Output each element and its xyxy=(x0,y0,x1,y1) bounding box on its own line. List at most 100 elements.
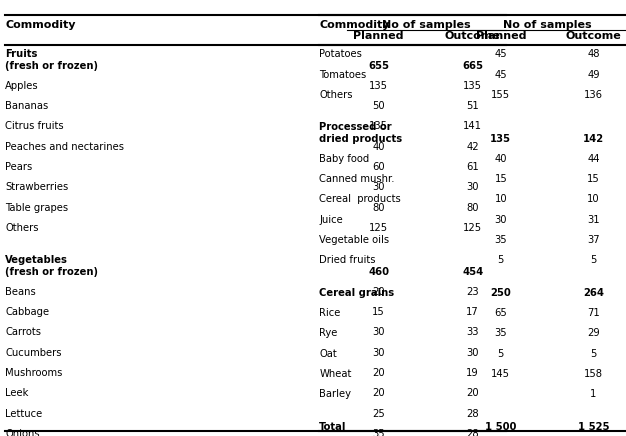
Text: Juice: Juice xyxy=(319,215,343,225)
Text: 5: 5 xyxy=(590,255,597,265)
Text: Outcome: Outcome xyxy=(444,31,501,41)
Text: 30: 30 xyxy=(372,347,385,358)
Text: 49: 49 xyxy=(587,69,600,79)
Text: 250: 250 xyxy=(490,288,511,298)
Text: 155: 155 xyxy=(491,90,510,100)
Text: 10: 10 xyxy=(587,194,600,204)
Text: 31: 31 xyxy=(587,215,600,225)
Text: 1 500: 1 500 xyxy=(485,422,516,432)
Text: 5: 5 xyxy=(590,348,597,358)
Text: 35: 35 xyxy=(495,328,507,338)
Text: dried products: dried products xyxy=(319,133,403,143)
Text: 80: 80 xyxy=(466,202,479,212)
Text: Peaches and nectarines: Peaches and nectarines xyxy=(5,142,124,152)
Text: Vegetables: Vegetables xyxy=(5,255,68,265)
Text: Commodity: Commodity xyxy=(5,20,76,31)
Text: 44: 44 xyxy=(587,154,600,164)
Text: 145: 145 xyxy=(491,369,510,379)
Text: 135: 135 xyxy=(369,81,388,91)
Text: 48: 48 xyxy=(587,49,600,59)
Text: 460: 460 xyxy=(368,266,389,276)
Text: 40: 40 xyxy=(495,154,507,164)
Text: No of samples: No of samples xyxy=(503,20,592,31)
Text: Outcome: Outcome xyxy=(565,31,622,41)
Text: 1: 1 xyxy=(590,389,597,399)
Text: Leek: Leek xyxy=(5,388,28,398)
Text: 125: 125 xyxy=(463,223,482,233)
Text: Fruits: Fruits xyxy=(5,49,38,59)
Text: Table grapes: Table grapes xyxy=(5,202,68,212)
Text: Commodity: Commodity xyxy=(319,20,390,31)
Text: Planned: Planned xyxy=(354,31,404,41)
Text: 20: 20 xyxy=(372,388,385,398)
Text: 125: 125 xyxy=(369,223,388,233)
Text: 71: 71 xyxy=(587,308,600,318)
Text: Strawberries: Strawberries xyxy=(5,182,68,192)
Text: 45: 45 xyxy=(495,69,507,79)
Text: 42: 42 xyxy=(466,142,479,152)
Text: 264: 264 xyxy=(583,288,604,298)
Text: 60: 60 xyxy=(372,162,385,172)
Text: 65: 65 xyxy=(495,308,507,318)
Text: 141: 141 xyxy=(463,121,482,131)
Text: Beans: Beans xyxy=(5,287,36,297)
Text: 5: 5 xyxy=(498,348,504,358)
Text: 25: 25 xyxy=(372,409,385,419)
Text: 135: 135 xyxy=(369,121,388,131)
Text: Planned: Planned xyxy=(476,31,526,41)
Text: Rice: Rice xyxy=(319,308,341,318)
Text: Apples: Apples xyxy=(5,81,39,91)
Text: Barley: Barley xyxy=(319,389,351,399)
Text: Potatoes: Potatoes xyxy=(319,49,362,59)
Text: Others: Others xyxy=(319,90,353,100)
Text: Baby food: Baby food xyxy=(319,154,369,164)
Text: 35: 35 xyxy=(372,429,385,436)
Text: Cucumbers: Cucumbers xyxy=(5,347,61,358)
Text: 30: 30 xyxy=(495,215,507,225)
Text: 15: 15 xyxy=(495,174,507,184)
Text: Cereal grains: Cereal grains xyxy=(319,288,394,298)
Text: No of samples: No of samples xyxy=(382,20,471,31)
Text: 33: 33 xyxy=(466,327,479,337)
Text: Others: Others xyxy=(5,223,39,233)
Text: (fresh or frozen): (fresh or frozen) xyxy=(5,266,98,276)
Text: 19: 19 xyxy=(466,368,479,378)
Text: Total: Total xyxy=(319,422,347,432)
Text: 142: 142 xyxy=(583,133,604,143)
Text: 51: 51 xyxy=(466,101,479,111)
Text: Mushrooms: Mushrooms xyxy=(5,368,63,378)
Text: 29: 29 xyxy=(587,328,600,338)
Text: 20: 20 xyxy=(372,287,385,297)
Text: 20: 20 xyxy=(372,368,385,378)
Text: Citrus fruits: Citrus fruits xyxy=(5,121,64,131)
Text: (fresh or frozen): (fresh or frozen) xyxy=(5,61,98,71)
Text: 28: 28 xyxy=(466,429,479,436)
Text: 30: 30 xyxy=(466,347,479,358)
Text: Wheat: Wheat xyxy=(319,369,352,379)
Text: Cereal  products: Cereal products xyxy=(319,194,401,204)
Text: Carrots: Carrots xyxy=(5,327,41,337)
Text: Processed or: Processed or xyxy=(319,122,392,132)
Text: Cabbage: Cabbage xyxy=(5,307,49,317)
Text: 665: 665 xyxy=(462,61,483,71)
Text: 655: 655 xyxy=(368,61,389,71)
Text: 135: 135 xyxy=(490,133,511,143)
Text: Pears: Pears xyxy=(5,162,33,172)
Text: Bananas: Bananas xyxy=(5,101,48,111)
Text: 17: 17 xyxy=(466,307,479,317)
Text: 454: 454 xyxy=(462,266,483,276)
Text: Vegetable oils: Vegetable oils xyxy=(319,235,389,245)
Text: 10: 10 xyxy=(495,194,507,204)
Text: 5: 5 xyxy=(498,255,504,265)
Text: 80: 80 xyxy=(372,202,385,212)
Text: 61: 61 xyxy=(466,162,479,172)
Text: 40: 40 xyxy=(372,142,385,152)
Text: 158: 158 xyxy=(584,369,603,379)
Text: 23: 23 xyxy=(466,287,479,297)
Text: Rye: Rye xyxy=(319,328,337,338)
Text: Tomatoes: Tomatoes xyxy=(319,69,366,79)
Text: 1 525: 1 525 xyxy=(578,422,609,432)
Text: Oat: Oat xyxy=(319,348,337,358)
Text: 20: 20 xyxy=(466,388,479,398)
Text: 30: 30 xyxy=(466,182,479,192)
